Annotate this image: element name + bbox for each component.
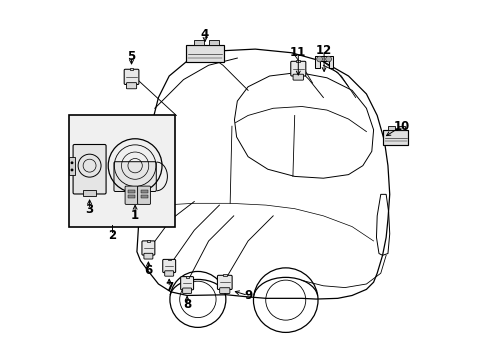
FancyBboxPatch shape (142, 241, 155, 255)
Bar (69, 157, 75, 175)
Bar (296, 60, 300, 62)
FancyBboxPatch shape (143, 253, 153, 259)
FancyBboxPatch shape (164, 271, 173, 276)
Bar (140, 190, 147, 193)
Text: 12: 12 (315, 44, 331, 57)
FancyBboxPatch shape (73, 144, 106, 194)
Circle shape (70, 168, 73, 171)
Bar (167, 258, 170, 261)
Bar (69, 116, 174, 226)
Bar (140, 195, 147, 198)
Text: 11: 11 (289, 46, 306, 59)
Text: 6: 6 (144, 264, 152, 277)
Bar (398, 126, 405, 130)
Text: 4: 4 (201, 28, 209, 41)
Bar (383, 130, 407, 145)
FancyBboxPatch shape (219, 288, 229, 293)
Bar (186, 45, 224, 62)
Text: 9: 9 (244, 289, 252, 302)
FancyBboxPatch shape (182, 288, 191, 293)
Circle shape (316, 56, 322, 62)
FancyBboxPatch shape (290, 61, 305, 76)
Text: 5: 5 (127, 50, 135, 63)
FancyBboxPatch shape (126, 83, 136, 89)
Text: 3: 3 (85, 203, 93, 216)
FancyBboxPatch shape (114, 162, 156, 192)
Text: 7: 7 (165, 281, 173, 294)
FancyBboxPatch shape (163, 260, 175, 273)
Bar (128, 190, 135, 193)
FancyBboxPatch shape (292, 74, 303, 80)
Circle shape (70, 161, 73, 164)
FancyBboxPatch shape (125, 186, 138, 204)
Text: 10: 10 (393, 120, 409, 133)
Polygon shape (314, 56, 332, 68)
Bar (128, 195, 135, 198)
FancyBboxPatch shape (180, 276, 193, 290)
FancyBboxPatch shape (137, 186, 150, 204)
Circle shape (325, 56, 331, 62)
Bar (223, 274, 226, 276)
Bar (129, 68, 133, 70)
Text: 1: 1 (131, 209, 139, 222)
Bar (146, 240, 150, 242)
Bar (387, 126, 394, 130)
Text: 2: 2 (107, 229, 116, 242)
Bar (83, 190, 96, 196)
Bar (208, 40, 219, 45)
FancyBboxPatch shape (217, 275, 232, 289)
FancyBboxPatch shape (124, 69, 139, 85)
Bar (193, 40, 204, 45)
Bar (185, 276, 188, 278)
Text: 8: 8 (183, 298, 191, 311)
